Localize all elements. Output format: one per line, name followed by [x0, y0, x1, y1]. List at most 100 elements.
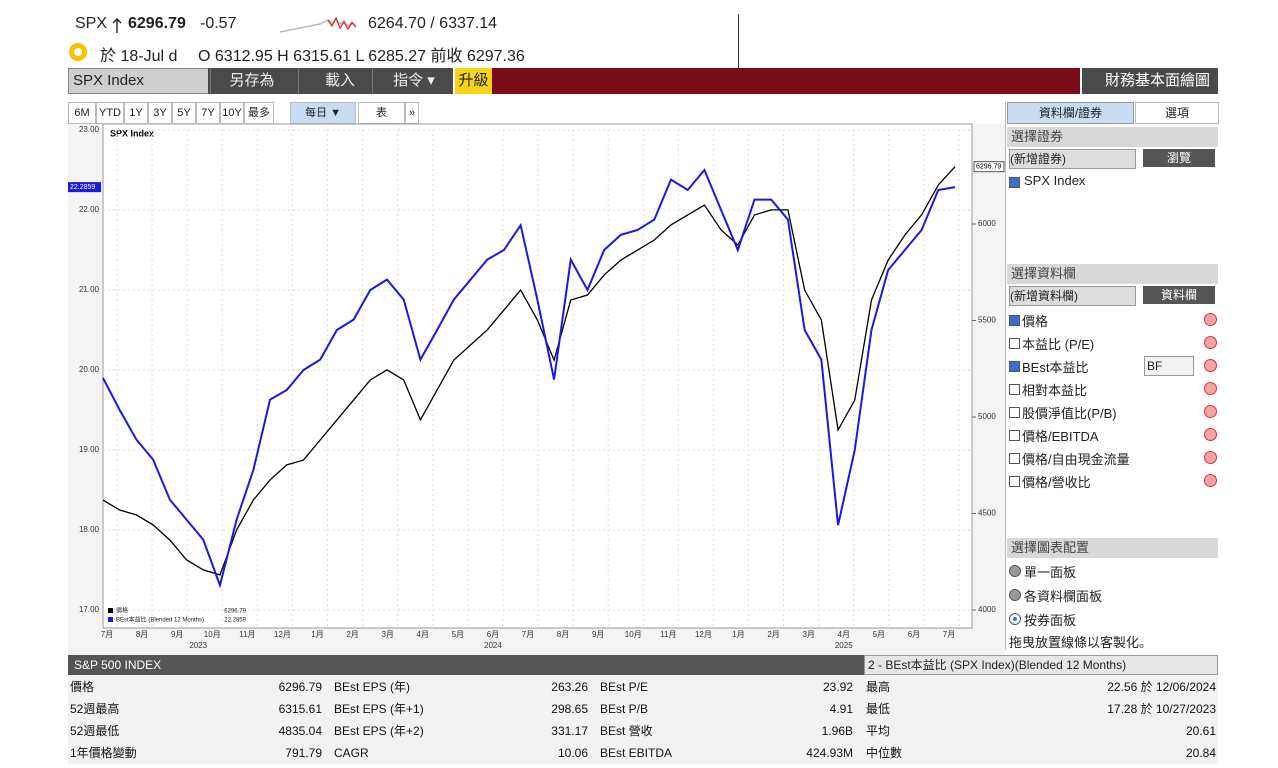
checkbox[interactable]	[1009, 407, 1020, 418]
x-tick-label: 1月	[311, 630, 323, 639]
y2-tick-label: 5000	[978, 412, 996, 421]
section-header: 選擇圖表配置	[1007, 538, 1218, 558]
remove-icon[interactable]	[1204, 336, 1217, 349]
checkbox[interactable]	[1009, 361, 1020, 372]
checkbox[interactable]	[1009, 453, 1020, 464]
frequency-select[interactable]: 每日 ▼	[290, 102, 356, 124]
toolbar-button[interactable]: 指令 ▾	[372, 68, 455, 94]
field-item: 價格/自由現金流量	[1022, 452, 1130, 467]
y2-tick-label: 4000	[978, 605, 996, 614]
stat-value: 20.84	[1185, 746, 1216, 760]
toolbar-button[interactable]: 載入	[298, 68, 381, 94]
checkbox[interactable]	[1009, 338, 1020, 349]
last-value-flag	[973, 161, 1005, 173]
layout-item: 按券面板	[1024, 613, 1077, 628]
x-tick-label: 3月	[381, 630, 393, 639]
hint: 拖曳放置線條以客製化。	[1009, 635, 1153, 650]
side-panel	[1005, 102, 1219, 650]
browse-button[interactable]: 瀏覽	[1143, 149, 1215, 167]
security-item: SPX Index	[1024, 173, 1086, 188]
upgrade-button[interactable]: 升級	[455, 68, 492, 94]
stat-label: 52週最高	[70, 702, 120, 716]
stat-label: 價格	[70, 680, 95, 694]
checkbox[interactable]	[1009, 476, 1020, 487]
security-input[interactable]: SPX Index	[68, 68, 209, 94]
checkbox[interactable]	[1009, 177, 1020, 188]
period-button[interactable]: 7Y	[196, 102, 220, 124]
series-selector[interactable]: 2 - BEst本益比 (SPX Index)(Blended 12 Month…	[864, 655, 1218, 675]
x-tick-label: 6月	[487, 630, 499, 639]
x-tick-label: 9月	[171, 630, 183, 639]
stat-label: 1年價格變動	[70, 746, 137, 760]
bf-select[interactable]: BF	[1144, 356, 1194, 376]
toolbar-button[interactable]: 另存為	[210, 68, 293, 94]
icon	[69, 43, 87, 61]
x-tick-label: 10月	[204, 630, 221, 639]
panel-tab[interactable]: 資料欄/證券	[1007, 102, 1134, 124]
legend-label: 價格	[116, 607, 128, 615]
radio[interactable]	[1009, 613, 1021, 625]
sparkline	[280, 16, 357, 33]
stat-value: 1.96B	[821, 724, 853, 738]
quote-date: 於 18-Jul d	[100, 48, 178, 65]
x-tick-label: 3月	[802, 630, 814, 639]
y2-tick-label: 4500	[978, 509, 996, 518]
x-tick-label: 5月	[452, 630, 464, 639]
section-header: 選擇資料欄	[1007, 264, 1218, 284]
y-tick-label: 18.00	[79, 525, 100, 534]
add-security[interactable]: (新增證券)	[1009, 149, 1136, 169]
radio[interactable]	[1009, 565, 1021, 577]
stat-label: 52週最低	[70, 724, 120, 738]
stat-label: 中位數	[866, 746, 903, 760]
field-item: 本益比 (P/E)	[1022, 337, 1095, 352]
stat-label: BEst 營收	[600, 724, 653, 738]
price: 6296.79	[128, 15, 186, 32]
y-tick-label: 17.00	[79, 605, 100, 614]
symbol: SPX	[75, 15, 108, 32]
period-button[interactable]: 6M	[68, 102, 96, 124]
remove-icon[interactable]	[1204, 451, 1217, 464]
y2-tick-label: 6000	[978, 219, 996, 228]
remove-icon[interactable]	[1204, 405, 1217, 418]
layout-item: 單一面板	[1024, 565, 1077, 580]
period-button[interactable]: 5Y	[172, 102, 196, 124]
x-tick-label: 4月	[838, 630, 850, 639]
period-button[interactable]: 3Y	[148, 102, 172, 124]
y-tick-label: 22.00	[79, 205, 100, 214]
x-tick-label: 11月	[239, 630, 255, 639]
period-button[interactable]: 10Y	[220, 102, 244, 124]
stat-label: BEst EPS (年+1)	[334, 702, 424, 716]
legend-value: 22.2859	[224, 618, 246, 624]
stats-table	[68, 676, 1218, 764]
toolbar-bg	[208, 68, 453, 94]
stat-value: 17.28 於 10/27/2023	[1107, 702, 1216, 716]
add-field[interactable]: (新增資料欄)	[1009, 286, 1136, 306]
last-value-flag	[68, 182, 101, 193]
x-tick-label: 2月	[767, 630, 779, 639]
stat-label: CAGR	[334, 746, 369, 760]
checkbox[interactable]	[1009, 430, 1020, 441]
y-tick-label: 21.00	[79, 285, 100, 294]
checkbox[interactable]	[1009, 384, 1020, 395]
remove-icon[interactable]	[1204, 359, 1217, 372]
field-item: 股價淨值比(P/B)	[1022, 406, 1117, 421]
checkbox[interactable]	[1009, 315, 1020, 326]
remove-icon[interactable]	[1204, 382, 1217, 395]
last-value-label: 6296.79	[976, 164, 1001, 171]
radio[interactable]	[1009, 589, 1021, 601]
field-button[interactable]: 資料欄	[1143, 286, 1215, 304]
period-button[interactable]: 最多	[244, 102, 274, 124]
table-button[interactable]: 表	[358, 102, 405, 124]
stat-value: 4835.04	[278, 724, 322, 738]
period-button[interactable]: YTD	[96, 102, 124, 124]
chart: SPX Index 17.00 18.00 19.00 20.00 21.00 22.00…	[68, 123, 1005, 655]
stat-value: 23.92	[822, 680, 853, 694]
ohlc: O 6312.95 H 6315.61 L 6285.27 前收 6297.36	[198, 48, 525, 65]
remove-icon[interactable]	[1204, 313, 1217, 326]
remove-icon[interactable]	[1204, 474, 1217, 487]
panel-tab[interactable]: 選項	[1135, 102, 1219, 124]
period-button[interactable]: 1Y	[124, 102, 148, 124]
remove-icon[interactable]	[1204, 428, 1217, 441]
legend-value: 6296.79	[224, 609, 246, 615]
legend-swatch	[108, 617, 113, 622]
